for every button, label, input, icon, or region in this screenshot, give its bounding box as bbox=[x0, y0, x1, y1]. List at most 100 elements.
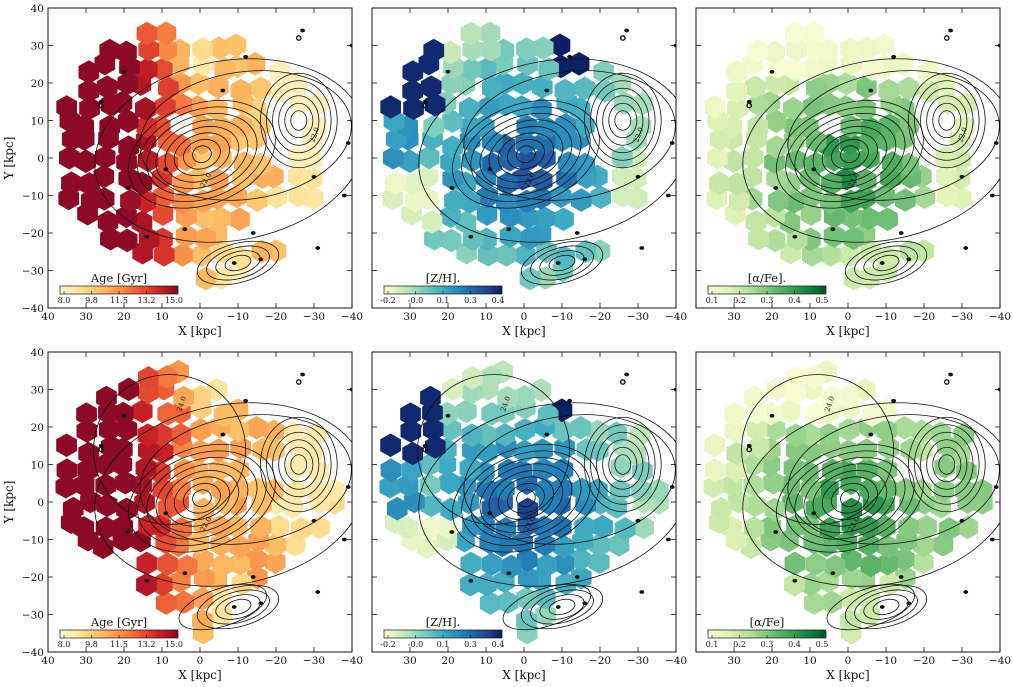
source-spot bbox=[487, 511, 493, 516]
source-spot bbox=[891, 54, 896, 59]
contour-line bbox=[520, 240, 604, 286]
bin-cell bbox=[246, 188, 268, 212]
x-tick-label: 0 bbox=[845, 655, 852, 667]
bin-cell bbox=[745, 210, 767, 234]
contour-line bbox=[278, 439, 320, 490]
bin-cell bbox=[461, 148, 483, 173]
bin-cell bbox=[953, 422, 975, 447]
contour-line bbox=[146, 456, 258, 540]
x-tick-label: 20 bbox=[441, 311, 454, 323]
x-tick-label: −30 bbox=[303, 655, 325, 667]
y-tick-label: 10 bbox=[31, 116, 44, 128]
bin-cell bbox=[442, 135, 463, 159]
contour-line bbox=[224, 598, 252, 616]
contour-line bbox=[284, 102, 314, 139]
bin-cell bbox=[820, 243, 841, 267]
contour-line bbox=[94, 58, 352, 243]
contour-line bbox=[506, 138, 545, 170]
source-spot bbox=[993, 485, 999, 489]
source-spot bbox=[990, 537, 995, 542]
contour-line bbox=[146, 112, 258, 196]
bin-cell bbox=[590, 185, 612, 210]
x-tick-label: −20 bbox=[913, 655, 935, 667]
bin-cell bbox=[895, 477, 917, 502]
x-tick-label: −20 bbox=[589, 655, 611, 667]
colorbar-tick-label: 0.1 bbox=[706, 640, 719, 649]
colorbar-tick-label: 0.4 bbox=[788, 296, 801, 305]
bin-cell bbox=[120, 189, 141, 213]
x-tick-label: 30 bbox=[727, 311, 740, 323]
bin-cell bbox=[56, 433, 77, 458]
source-spot bbox=[879, 605, 885, 609]
source-spot bbox=[635, 518, 641, 523]
bin-cell bbox=[514, 418, 536, 442]
contour-line bbox=[272, 87, 326, 154]
source-spot bbox=[746, 443, 752, 448]
bin-cell bbox=[557, 151, 579, 175]
source-spot bbox=[811, 511, 817, 516]
contour-line bbox=[206, 589, 270, 625]
contour-line bbox=[215, 250, 261, 276]
contour-line bbox=[266, 424, 332, 505]
y-axis-label: Y [kpc] bbox=[2, 137, 16, 181]
bin-cell bbox=[899, 239, 921, 264]
contour-line bbox=[497, 476, 554, 521]
y-axis-label: Y [kpc] bbox=[2, 481, 16, 525]
source-spot bbox=[506, 227, 512, 232]
source-spot bbox=[125, 530, 131, 534]
x-tick-label: −10 bbox=[227, 655, 249, 667]
contour-line bbox=[516, 489, 536, 508]
y-tick-label: 0 bbox=[37, 497, 44, 509]
isophote-contours bbox=[742, 58, 1000, 286]
bin-cell bbox=[400, 402, 421, 426]
contour-line bbox=[418, 402, 676, 587]
x-tick-label: −40 bbox=[341, 655, 363, 667]
bin-cell bbox=[138, 366, 159, 390]
contour-line bbox=[854, 589, 918, 625]
colorbar-tick-label: 11.5 bbox=[110, 640, 128, 649]
bin-cell bbox=[877, 207, 898, 232]
source-spot bbox=[311, 174, 317, 179]
bin-cell bbox=[305, 422, 327, 447]
bin-cell bbox=[784, 21, 806, 46]
source-spot bbox=[468, 234, 474, 239]
contour-line bbox=[938, 454, 956, 475]
bin-cell bbox=[496, 243, 517, 267]
plot-area: 22.022.0 bbox=[380, 21, 676, 291]
colorbar-label: Age [Gyr] bbox=[90, 615, 147, 629]
bin-cell bbox=[157, 402, 179, 426]
contour-line bbox=[785, 450, 915, 547]
bin-cell bbox=[742, 145, 764, 170]
y-tick-label: 40 bbox=[31, 347, 44, 359]
contour-line bbox=[840, 489, 860, 508]
bin-cell bbox=[137, 148, 159, 173]
contour-line bbox=[284, 446, 314, 483]
x-tick-label: 20 bbox=[765, 655, 778, 667]
y-tick-label: 40 bbox=[31, 3, 44, 15]
bin-cell bbox=[444, 189, 465, 213]
source-ring bbox=[295, 35, 302, 41]
source-spot bbox=[624, 372, 629, 377]
x-tick-label: −30 bbox=[303, 311, 325, 323]
colorbar-tick-label: 0.2 bbox=[733, 296, 746, 305]
bin-cell bbox=[157, 552, 179, 576]
bin-cell bbox=[461, 423, 483, 447]
x-tick-label: 40 bbox=[41, 655, 54, 667]
isophote-contours bbox=[94, 58, 352, 286]
bin-cell bbox=[423, 38, 445, 63]
colorbar-tick-label: 0.1 bbox=[706, 296, 719, 305]
source-spot bbox=[311, 518, 317, 523]
bin-cell bbox=[892, 52, 914, 76]
bin-cell bbox=[380, 458, 402, 482]
contour-line bbox=[932, 102, 962, 139]
source-spot bbox=[792, 234, 798, 239]
source-spot bbox=[582, 257, 588, 262]
bin-cell bbox=[571, 477, 593, 502]
contour-line bbox=[844, 584, 928, 630]
source-spot bbox=[300, 28, 305, 33]
x-tick-label: 0 bbox=[197, 311, 204, 323]
source-spot bbox=[163, 167, 169, 172]
plot-area: 22.022.0 bbox=[704, 21, 1000, 291]
source-spot bbox=[868, 88, 874, 93]
